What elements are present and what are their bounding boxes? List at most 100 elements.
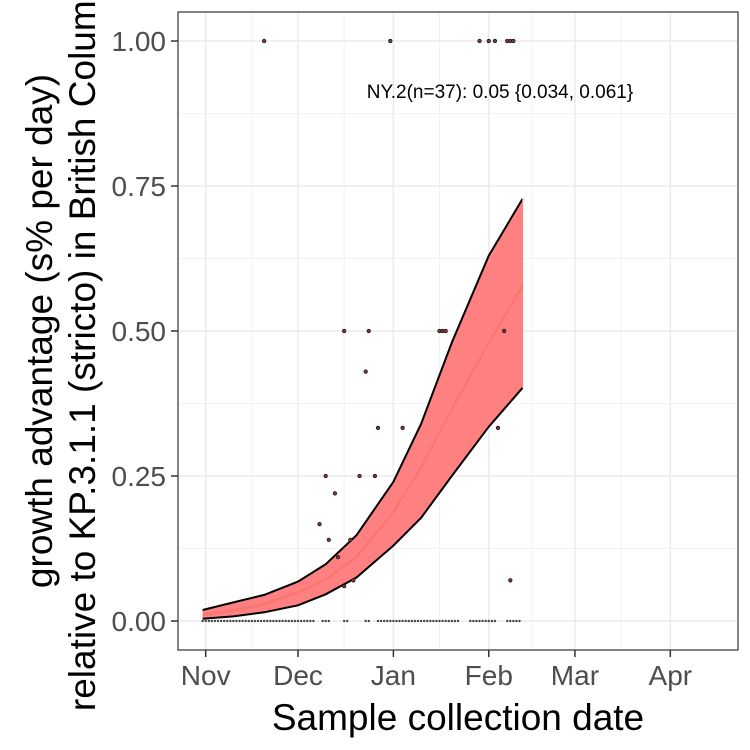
data-point-zero: [490, 619, 494, 623]
data-point-zero: [222, 619, 226, 623]
data-point-zero: [401, 619, 404, 623]
data-point-zero: [281, 619, 284, 623]
data-point-zero: [456, 619, 460, 623]
data-point-zero: [435, 619, 438, 623]
data-point-zero: [219, 619, 223, 623]
data-point-zero: [441, 619, 444, 623]
data-point: [335, 555, 341, 560]
data-point-zero: [376, 619, 380, 623]
data-point-zero: [475, 619, 478, 623]
data-point-zero: [469, 619, 472, 623]
data-point-zero: [429, 619, 432, 623]
x-tick-label: Apr: [649, 660, 693, 691]
data-point-zero: [447, 619, 450, 623]
data-point-zero: [398, 619, 401, 623]
data-point-zero: [386, 619, 389, 623]
data-point-zero: [309, 619, 312, 623]
confidence-ribbon: [202, 198, 523, 619]
data-point: [342, 328, 347, 334]
data-point-zero: [493, 619, 497, 623]
data-point-zero: [201, 619, 204, 623]
data-point: [326, 537, 331, 542]
data-point-zero: [407, 619, 410, 623]
data-point-zero: [367, 619, 370, 623]
x-tick-label: Jan: [371, 660, 416, 691]
data-point-zero: [287, 619, 290, 623]
data-point-zero: [296, 619, 300, 623]
data-point-zero: [312, 619, 315, 623]
data-point-zero: [484, 619, 487, 623]
data-point: [486, 38, 491, 44]
data-point-zero: [438, 619, 441, 623]
x-tick-label: Feb: [465, 660, 513, 691]
data-point-zero: [229, 619, 232, 623]
data-point-zero: [413, 619, 417, 623]
data-point: [348, 537, 353, 542]
data-point-zero: [389, 619, 392, 623]
data-point: [317, 522, 322, 527]
data-point-zero: [232, 619, 235, 623]
data-point-zero: [472, 619, 475, 623]
data-point-zero: [346, 619, 349, 623]
data-point-zero: [204, 619, 207, 623]
data-point: [511, 38, 516, 44]
data-point-zero: [419, 619, 423, 623]
y-tick-label: 0.00: [112, 606, 167, 637]
data-point-zero: [379, 619, 383, 623]
data-point: [495, 425, 501, 430]
data-point-zero: [262, 619, 266, 623]
data-point: [388, 38, 393, 44]
data-point-zero: [247, 619, 250, 623]
x-axis-ticks: Nov Dec Jan Feb Mar Apr: [181, 650, 692, 691]
y-axis-ticks: 0.00 0.25 0.50 0.75 1.00: [112, 26, 178, 637]
y-tick-label: 0.25: [112, 461, 167, 492]
data-point-zero: [256, 619, 260, 623]
data-point-zero: [272, 619, 275, 623]
y-tick-label: 0.50: [112, 316, 167, 347]
annotation-label: NY.2(n=37): 0.05 {0.034, 0.061}: [367, 82, 633, 103]
data-point-zero: [306, 619, 309, 623]
y-axis-title-line2: relative to KP.3.1.1 (stricto) in Britis…: [62, 0, 103, 711]
data-point-zero: [324, 619, 327, 623]
data-point-zero: [321, 619, 324, 623]
data-point-zero: [216, 619, 220, 623]
data-point-zero: [226, 619, 229, 623]
data-point-zero: [250, 619, 254, 623]
data-point: [323, 473, 328, 479]
data-point-zero: [515, 619, 518, 623]
data-point-zero: [302, 619, 306, 623]
confidence-ribbon-layer: [202, 198, 524, 620]
data-point-zero: [299, 619, 303, 623]
data-point-zero: [342, 619, 346, 623]
data-point: [400, 425, 405, 430]
data-point: [492, 38, 498, 44]
data-point-zero: [450, 619, 454, 623]
data-point-zero: [478, 619, 481, 623]
x-axis-title: Sample collection date: [272, 697, 644, 738]
data-point: [372, 473, 378, 479]
data-point-zero: [275, 619, 278, 623]
data-point-zero: [238, 619, 241, 623]
data-point: [477, 38, 482, 44]
data-point-zero: [481, 619, 484, 623]
data-point-zero: [422, 619, 426, 623]
data-point-zero: [404, 619, 407, 623]
data-point-zero: [509, 619, 512, 623]
data-point: [332, 491, 338, 496]
data-point-zero: [244, 619, 247, 623]
fit-line: [202, 285, 524, 617]
data-point: [508, 578, 513, 583]
data-point-zero: [290, 619, 294, 623]
y-tick-label: 0.75: [112, 171, 167, 202]
data-point-zero: [518, 619, 521, 623]
data-point-zero: [269, 619, 272, 623]
y-axis-title-line1: growth advantage (s% per day): [19, 74, 60, 588]
data-point-zero: [392, 619, 395, 623]
data-point-zero: [487, 619, 490, 623]
x-tick-label: Nov: [181, 660, 231, 691]
data-point-zero: [253, 619, 257, 623]
data-point-zero: [395, 619, 398, 623]
x-tick-label: Mar: [551, 660, 599, 691]
ribbon-upper-edge: [202, 198, 524, 611]
